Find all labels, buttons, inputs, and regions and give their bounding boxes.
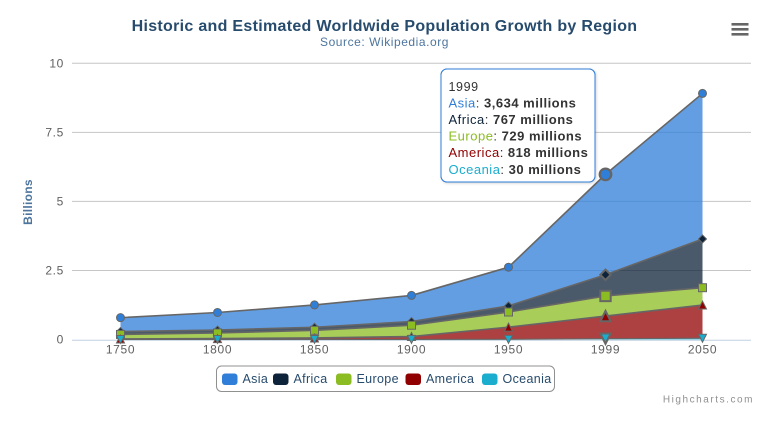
svg-text:1950: 1950 bbox=[494, 343, 523, 357]
svg-text:Source: Wikipedia.org: Source: Wikipedia.org bbox=[320, 35, 449, 49]
svg-text:Europe: 729 millions: Europe: 729 millions bbox=[449, 129, 583, 144]
svg-text:Asia: 3,634 millions: Asia: 3,634 millions bbox=[449, 95, 577, 110]
svg-text:Africa: Africa bbox=[294, 372, 328, 386]
svg-text:Oceania: 30 millions: Oceania: 30 millions bbox=[449, 162, 582, 177]
svg-text:Asia: Asia bbox=[243, 372, 269, 386]
svg-text:Europe: Europe bbox=[357, 372, 399, 386]
svg-text:1999: 1999 bbox=[449, 80, 479, 94]
svg-text:America: 818 millions: America: 818 millions bbox=[449, 145, 589, 160]
svg-text:1900: 1900 bbox=[397, 343, 426, 357]
svg-text:0: 0 bbox=[57, 333, 64, 347]
svg-text:10: 10 bbox=[49, 56, 64, 70]
svg-text:1750: 1750 bbox=[106, 343, 135, 357]
svg-text:1999: 1999 bbox=[591, 343, 620, 357]
svg-text:7.5: 7.5 bbox=[45, 125, 64, 139]
svg-text:America: America bbox=[426, 372, 474, 386]
svg-text:Oceania: Oceania bbox=[503, 372, 552, 386]
svg-text:1800: 1800 bbox=[203, 343, 232, 357]
svg-text:1850: 1850 bbox=[300, 343, 329, 357]
svg-text:2050: 2050 bbox=[688, 343, 717, 357]
svg-text:Africa: 767 millions: Africa: 767 millions bbox=[449, 112, 574, 127]
svg-text:2.5: 2.5 bbox=[45, 263, 64, 277]
svg-text:Historic and Estimated Worldwi: Historic and Estimated Worldwide Populat… bbox=[132, 18, 638, 35]
svg-text:Highcharts.com: Highcharts.com bbox=[663, 395, 754, 406]
svg-text:Billions: Billions bbox=[21, 179, 35, 225]
svg-text:5: 5 bbox=[57, 194, 64, 208]
